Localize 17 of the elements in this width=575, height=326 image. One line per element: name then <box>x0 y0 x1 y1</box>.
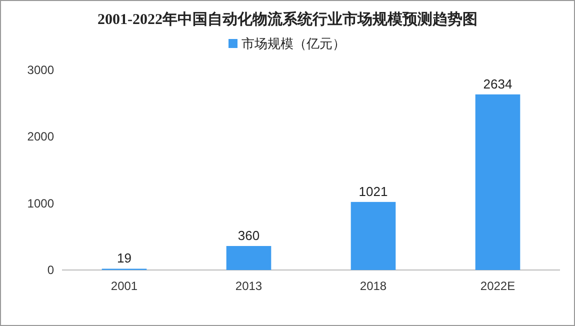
data-label: 360 <box>238 228 260 243</box>
x-tick-label: 2018 <box>360 279 387 293</box>
chart-title: 2001-2022年中国自动化物流系统行业市场规模预测趋势图 <box>98 10 478 28</box>
bar <box>226 246 272 270</box>
bar <box>350 202 396 270</box>
y-tick-label: 2000 <box>27 130 54 144</box>
data-label: 1021 <box>358 184 388 199</box>
x-tick-label: 2013 <box>235 279 262 293</box>
x-tick-label: 2001 <box>110 279 138 293</box>
bar <box>475 94 520 270</box>
data-label: 2634 <box>483 76 512 92</box>
y-tick-label: 3000 <box>27 63 54 77</box>
legend-label: 市场规模（亿元） <box>242 36 346 51</box>
y-tick-label: 1000 <box>27 196 54 210</box>
x-tick-label: 2022E <box>480 279 516 293</box>
data-label: 19 <box>117 250 132 266</box>
y-tick-label: 0 <box>47 263 54 277</box>
